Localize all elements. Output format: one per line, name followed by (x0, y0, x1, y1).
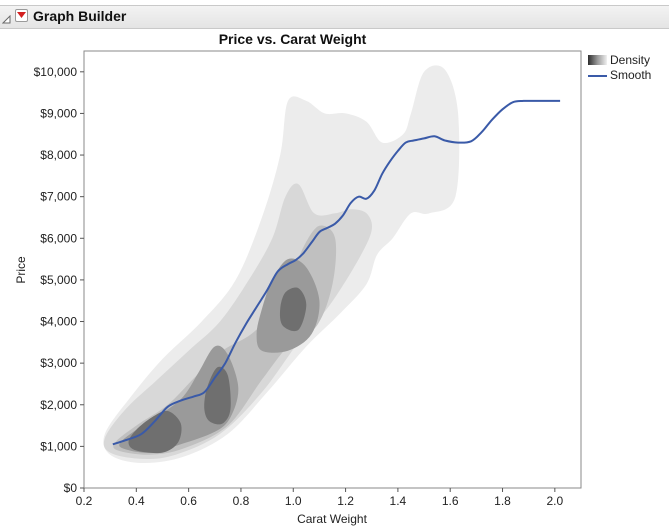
x-tick-label: 1.4 (390, 494, 407, 508)
x-tick-label: 0.2 (76, 494, 93, 508)
density-region-6 (204, 366, 231, 425)
legend-label-density: Density (610, 53, 651, 67)
y-tick-label: $5,000 (40, 273, 77, 287)
y-tick-label: $1,000 (40, 439, 77, 453)
x-tick-label: 1.2 (337, 494, 354, 508)
x-axis-label: Carat Weight (297, 512, 367, 526)
x-tick-label: 1.0 (285, 494, 302, 508)
density-gradient-icon (588, 55, 607, 65)
x-tick-label: 0.6 (180, 494, 197, 508)
y-axis-label: Price (14, 256, 28, 284)
density-layer (103, 65, 460, 464)
x-tick-label: 1.8 (494, 494, 511, 508)
y-tick-label: $0 (64, 481, 78, 495)
smooth-layer (112, 99, 561, 446)
chart-title: Price vs. Carat Weight (218, 31, 367, 47)
disclosure-triangle-icon[interactable] (1, 11, 11, 24)
density-region-7 (279, 287, 307, 332)
density-region-5 (128, 410, 182, 454)
y-tick-label: $9,000 (40, 106, 77, 120)
y-tick-label: $7,000 (40, 190, 77, 204)
y-tick-label: $2,000 (40, 398, 77, 412)
y-tick-label: $6,000 (40, 231, 77, 245)
y-tick-label: $3,000 (40, 356, 77, 370)
y-tick-label: $10,000 (34, 65, 78, 79)
y-tick-label: $4,000 (40, 315, 77, 329)
x-tick-label: 1.6 (442, 494, 459, 508)
legend-label-smooth: Smooth (610, 68, 652, 82)
x-tick-label: 0.8 (233, 494, 250, 508)
graph-builder-title: Graph Builder (33, 8, 127, 24)
red-triangle-menu-icon[interactable] (15, 9, 28, 22)
axes-layer: $0 $1,000 $2,000 $3,000 $4,000 $5,000 $6,000 $7… (34, 50, 582, 508)
smooth-line-icon (588, 70, 607, 80)
x-tick-label: 2.0 (546, 494, 563, 508)
plot-frame (83, 50, 582, 489)
graph-builder-titlebar: Graph Builder (0, 5, 669, 29)
smooth-line (112, 99, 561, 446)
y-tick-label: $8,000 (40, 148, 77, 162)
x-tick-label: 0.4 (128, 494, 145, 508)
